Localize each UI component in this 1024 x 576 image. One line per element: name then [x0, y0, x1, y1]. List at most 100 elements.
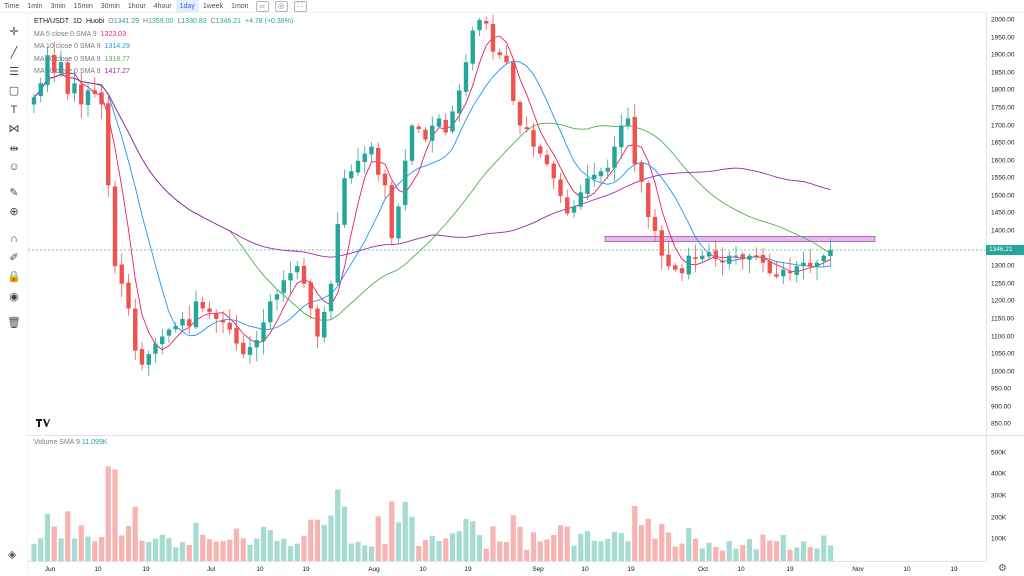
- candle[interactable]: [652, 216, 658, 232]
- volume-bar[interactable]: [713, 546, 719, 561]
- candle[interactable]: [58, 62, 64, 74]
- volume-bar[interactable]: [524, 549, 530, 561]
- volume-bar[interactable]: [571, 545, 577, 561]
- pattern-icon[interactable]: ⋈: [8, 122, 20, 135]
- candle[interactable]: [625, 118, 631, 126]
- candle[interactable]: [686, 255, 691, 275]
- volume-bar[interactable]: [65, 511, 71, 561]
- volume-bar[interactable]: [213, 541, 219, 561]
- candle[interactable]: [673, 265, 678, 270]
- candle[interactable]: [470, 30, 475, 64]
- candle[interactable]: [612, 146, 617, 168]
- candle[interactable]: [396, 206, 401, 239]
- price-pane[interactable]: [28, 13, 986, 435]
- candle[interactable]: [774, 274, 779, 277]
- candle[interactable]: [477, 20, 482, 31]
- candle[interactable]: [504, 55, 509, 63]
- candle[interactable]: [261, 322, 266, 342]
- volume-bar[interactable]: [416, 546, 422, 561]
- candle[interactable]: [369, 146, 374, 155]
- volume-bar[interactable]: [814, 548, 820, 561]
- volume-bar[interactable]: [726, 541, 732, 561]
- volume-bar[interactable]: [706, 542, 712, 561]
- candle[interactable]: [693, 257, 698, 260]
- timeframe-30min[interactable]: 30min: [100, 2, 120, 10]
- volume-bar[interactable]: [598, 541, 604, 561]
- price-axis[interactable]: 2000.00 1950.00 1900.00 1850.00 1800.00 1750.…: [986, 13, 1024, 435]
- candle[interactable]: [45, 55, 50, 85]
- candle[interactable]: [139, 349, 145, 365]
- candle[interactable]: [166, 329, 172, 336]
- volume-bar[interactable]: [254, 538, 260, 561]
- volume-bar[interactable]: [159, 534, 165, 561]
- candle[interactable]: [794, 266, 799, 275]
- volume-bar[interactable]: [490, 526, 496, 561]
- text-icon[interactable]: T: [10, 104, 18, 116]
- resistance-zone[interactable]: [604, 236, 876, 242]
- symbol[interactable]: ETH/USDT: [34, 18, 69, 25]
- ma-60-line[interactable]: [33, 73, 831, 258]
- volume-bar[interactable]: [119, 535, 125, 561]
- volume-bar[interactable]: [389, 501, 395, 561]
- candle[interactable]: [484, 20, 489, 24]
- candle[interactable]: [754, 255, 759, 257]
- volume-bar[interactable]: [510, 515, 516, 561]
- candle[interactable]: [281, 280, 286, 293]
- eye-icon[interactable]: ◉: [9, 290, 19, 303]
- volume-bar[interactable]: [733, 548, 739, 561]
- candle[interactable]: [220, 320, 226, 323]
- timeframe-15min[interactable]: 15min: [73, 2, 93, 10]
- candle[interactable]: [828, 250, 833, 256]
- timeframe-1hour[interactable]: 1hour: [127, 2, 146, 10]
- volume-bar[interactable]: [530, 532, 537, 561]
- candle[interactable]: [315, 308, 320, 337]
- price-chart[interactable]: [28, 13, 986, 435]
- candle[interactable]: [497, 52, 502, 56]
- volume-bar[interactable]: [665, 532, 672, 561]
- volume-bar[interactable]: [328, 515, 334, 561]
- candle[interactable]: [733, 255, 739, 257]
- candle[interactable]: [146, 354, 151, 365]
- candle[interactable]: [524, 127, 529, 130]
- candle[interactable]: [382, 173, 388, 186]
- volume-chart[interactable]: [28, 436, 986, 561]
- candle[interactable]: [301, 265, 307, 284]
- volume-bar[interactable]: [767, 540, 773, 561]
- volume-bar[interactable]: [308, 519, 314, 561]
- candle[interactable]: [767, 261, 772, 274]
- volume-bar[interactable]: [443, 538, 449, 561]
- candle[interactable]: [328, 283, 334, 312]
- volume-bar[interactable]: [652, 538, 658, 561]
- candle[interactable]: [639, 163, 644, 182]
- volume-bar[interactable]: [362, 545, 368, 561]
- volume-bar[interactable]: [787, 549, 793, 561]
- candle[interactable]: [457, 90, 462, 114]
- candle[interactable]: [65, 62, 70, 94]
- candle[interactable]: [254, 340, 259, 348]
- zoom-icon[interactable]: ⊕: [9, 205, 19, 218]
- volume-bar[interactable]: [753, 549, 759, 561]
- candle[interactable]: [787, 271, 793, 274]
- volume-bar[interactable]: [517, 526, 523, 561]
- candle[interactable]: [193, 301, 199, 328]
- volume-bar[interactable]: [672, 546, 678, 561]
- ma-legend-row[interactable]: MA 30 close 0 SMA 9 1318.77: [34, 54, 297, 67]
- candle[interactable]: [389, 185, 394, 239]
- candle[interactable]: [538, 146, 543, 154]
- volume-bar[interactable]: [422, 539, 429, 561]
- layers-icon[interactable]: ◈: [8, 549, 17, 561]
- volume-bar[interactable]: [58, 538, 64, 561]
- candle[interactable]: [173, 325, 178, 330]
- candle[interactable]: [126, 282, 131, 309]
- candle[interactable]: [436, 118, 442, 127]
- volume-bar[interactable]: [449, 533, 456, 561]
- volume-bar[interactable]: [44, 513, 51, 561]
- candle[interactable]: [632, 116, 637, 165]
- volume-bar[interactable]: [240, 538, 246, 561]
- volume-bar[interactable]: [281, 538, 287, 561]
- volume-bar[interactable]: [409, 516, 415, 561]
- candle[interactable]: [511, 62, 516, 101]
- volume-bar[interactable]: [686, 527, 692, 561]
- volume-legend-label[interactable]: Volume SMA 9: [34, 439, 80, 446]
- volume-bar[interactable]: [38, 538, 44, 561]
